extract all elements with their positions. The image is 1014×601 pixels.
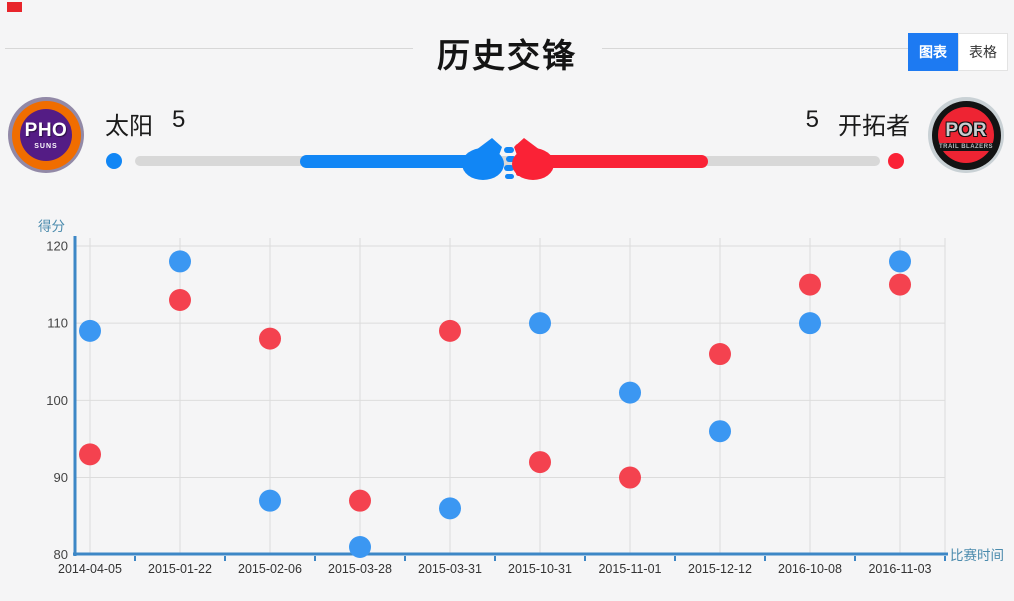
x-ticks (134, 556, 946, 561)
header-divider-left (5, 48, 413, 49)
scatter-point[interactable] (799, 312, 821, 335)
svg-text:100: 100 (46, 393, 68, 408)
score-chart: 80 90 100 110 120 2014-04-05 2015-01-22 2015-02… (0, 210, 1014, 601)
tab-table[interactable]: 表格 (958, 33, 1008, 71)
svg-text:2015-11-01: 2015-11-01 (598, 562, 661, 576)
scatter-point[interactable] (709, 420, 731, 443)
tab-chart[interactable]: 图表 (908, 33, 958, 71)
home-team-score: 5 (172, 106, 186, 133)
away-team-label: 5 开拓者 (806, 106, 910, 141)
svg-text:90: 90 (54, 470, 68, 485)
away-team-name: 开拓者 (838, 113, 910, 140)
home-team-label: 太阳 5 (105, 106, 185, 141)
away-logo-sub: TRAIL BLAZERS (935, 142, 997, 151)
versus-fists-icon (462, 138, 554, 180)
away-fist-icon (512, 138, 554, 180)
scatter-point[interactable] (259, 489, 281, 512)
scatter-point[interactable] (169, 289, 191, 312)
y-axis-title: 得分 (38, 218, 65, 234)
scatter-point[interactable] (529, 312, 551, 335)
score-chart-svg: 80 90 100 110 120 2014-04-05 2015-01-22 2015-02… (38, 218, 1004, 576)
page-title: 历史交锋 (437, 37, 577, 74)
scatter-point[interactable] (619, 381, 641, 404)
scatter-point[interactable] (619, 466, 641, 489)
away-dot-marker (888, 153, 904, 169)
scatter-point[interactable] (79, 319, 101, 342)
away-team-score: 5 (805, 106, 819, 133)
versus-bar-home-fill (300, 155, 480, 168)
away-team-logo: POR TRAIL BLAZERS (928, 97, 1004, 173)
scatter-point[interactable] (349, 489, 371, 512)
home-fist-icon (462, 138, 516, 180)
svg-text:2015-03-31: 2015-03-31 (418, 562, 482, 576)
versus-bar-away-fill (533, 155, 708, 168)
scatter-point[interactable] (79, 443, 101, 466)
svg-text:80: 80 (54, 547, 68, 562)
scatter-point[interactable] (169, 250, 191, 273)
home-team-name: 太阳 (105, 113, 153, 140)
svg-text:2015-12-12: 2015-12-12 (688, 562, 752, 576)
scatter-point[interactable] (529, 451, 551, 474)
svg-text:2016-11-03: 2016-11-03 (868, 562, 931, 576)
series-home (79, 250, 911, 558)
view-tabs: 图表 表格 (908, 33, 1008, 71)
scatter-point[interactable] (349, 535, 371, 558)
svg-text:2016-10-08: 2016-10-08 (778, 562, 842, 576)
scatter-point[interactable] (889, 273, 911, 296)
y-tick-labels: 80 90 100 110 120 (46, 239, 68, 563)
away-logo-abbr: POR (945, 119, 987, 141)
scatter-point[interactable] (709, 343, 731, 366)
home-dot-marker (106, 153, 122, 169)
home-team-logo: PHO SUNS (8, 97, 84, 173)
scatter-point[interactable] (889, 250, 911, 273)
svg-text:2015-02-06: 2015-02-06 (238, 562, 302, 576)
svg-text:2015-03-28: 2015-03-28 (328, 562, 392, 576)
header-divider-right (602, 48, 908, 49)
svg-text:2015-10-31: 2015-10-31 (508, 562, 572, 576)
scatter-point[interactable] (439, 497, 461, 520)
svg-text:110: 110 (47, 316, 68, 331)
scatter-point[interactable] (799, 273, 821, 296)
home-logo-sub: SUNS (34, 143, 58, 150)
x-axis-title: 比赛时间 (950, 548, 1004, 563)
scatter-point[interactable] (259, 327, 281, 350)
series-away (79, 273, 911, 512)
x-tick-labels: 2014-04-05 2015-01-22 2015-02-06 2015-03-28… (58, 562, 932, 576)
svg-text:2015-01-22: 2015-01-22 (148, 562, 212, 576)
scatter-point[interactable] (439, 319, 461, 342)
recording-indicator (7, 2, 22, 12)
svg-text:120: 120 (46, 239, 68, 254)
home-logo-abbr: PHO (24, 120, 68, 141)
svg-text:2014-04-05: 2014-04-05 (58, 562, 122, 576)
